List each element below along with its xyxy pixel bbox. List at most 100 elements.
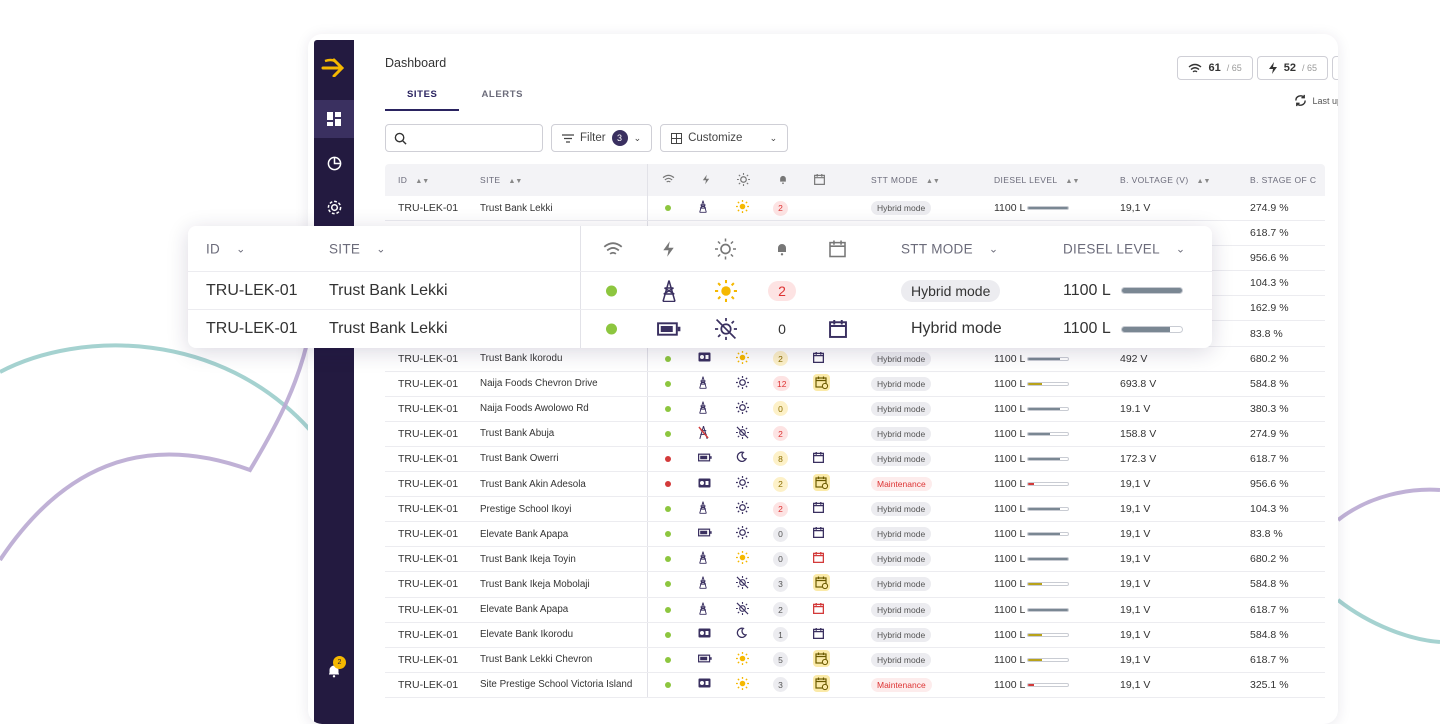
row-id: TRU-LEK-01 — [398, 553, 459, 566]
row-site[interactable]: Naija Foods Awolowo Rd — [480, 403, 589, 415]
table-row[interactable]: TRU-LEK-01 Trust Bank Ikeja Toyin 0 Hybrid … — [385, 547, 1325, 573]
battery-voltage: 172.3 V — [1120, 452, 1157, 465]
row-site[interactable]: Trust Bank Ikeja Toyin — [480, 553, 576, 565]
row-site[interactable]: Elevate Bank Ikorodu — [480, 629, 574, 641]
row-site[interactable]: Trust Bank Lekki — [480, 202, 553, 214]
more-stat[interactable] — [1332, 56, 1338, 80]
chevron-down-icon: ⌄ — [769, 132, 778, 143]
status-dot — [665, 353, 671, 365]
table-row[interactable]: TRU-LEK-01 Trust Bank Ikeja Mobolaji 3 Hybr… — [385, 572, 1325, 598]
calendar-alert-icon[interactable] — [812, 552, 825, 566]
table-row[interactable]: TRU-LEK-01 Trust Bank Lekki Chevron 5 Hybri… — [385, 647, 1325, 673]
search-field[interactable] — [385, 124, 543, 152]
battery-voltage: 19,1 V — [1120, 478, 1151, 491]
row-site[interactable]: Prestige School Ikoyi — [480, 503, 572, 515]
calendar-warning-icon[interactable] — [813, 474, 830, 494]
connectivity-stat[interactable]: 61 / 65 — [1177, 56, 1253, 80]
header-stt-mode[interactable]: STT MODE ▲▼ — [871, 175, 940, 185]
battery-voltage: 19,1 V — [1120, 578, 1151, 591]
calendar-icon — [814, 173, 825, 187]
tab-sites[interactable]: SITES — [385, 84, 460, 111]
sites-table: ID ▲▼ SITE ▲▼ STT MODE ▲▼ DIESEL LEVEL ▲▼ B.… — [385, 164, 1325, 698]
row-site[interactable]: Naija Foods Chevron Drive — [480, 378, 598, 390]
calendar-icon[interactable] — [812, 351, 825, 366]
alert-count: 2 — [773, 200, 788, 216]
alert-count: 2 — [773, 602, 788, 618]
power-stat[interactable]: 52 / 65 — [1256, 56, 1328, 80]
transmission-tower-icon — [698, 376, 708, 392]
chevron-down-icon: ⌄ — [1175, 243, 1186, 255]
header-id[interactable]: ID ▲▼ — [398, 175, 430, 185]
table-row[interactable]: TRU-LEK-01 Trust Bank Abuja 2 Hybrid mode 11… — [385, 421, 1325, 447]
header-diesel-level[interactable]: DIESEL LEVEL ▲▼ — [994, 175, 1080, 185]
calendar-warning-icon[interactable] — [813, 373, 830, 394]
row-site[interactable]: Trust Bank Lekki Chevron — [480, 654, 593, 666]
row-site[interactable]: Trust Bank Abuja — [480, 428, 555, 440]
logo-arrow-icon[interactable] — [314, 48, 354, 86]
table-row[interactable]: TRU-LEK-01 Naija Foods Awolowo Rd 0 Hybrid … — [385, 396, 1325, 422]
settings-icon[interactable] — [314, 188, 354, 226]
table-row[interactable]: TRU-LEK-01 Naija Foods Chevron Drive 12 Hyb… — [385, 371, 1325, 397]
notifications-bell-icon[interactable]: 2 — [314, 652, 354, 690]
table-row[interactable]: TRU-LEK-01 Elevate Bank Apapa 2 Hybrid mode… — [385, 597, 1325, 623]
bell-icon — [775, 241, 789, 257]
transmission-tower-icon — [698, 200, 708, 216]
table-row[interactable]: TRU-LEK-01 Trust Bank Owerri 8 Hybrid mode 1… — [385, 446, 1325, 473]
overlay-header-id[interactable]: ID ⌄ — [206, 241, 246, 256]
row-site[interactable]: Trust Bank Ikorodu — [480, 353, 563, 365]
moon-icon — [736, 627, 748, 642]
calendar-warning-icon[interactable] — [813, 674, 830, 695]
filter-button[interactable]: Filter 3 ⌄ — [551, 124, 653, 152]
row-site[interactable]: Trust Bank Ikeja Mobolaji — [480, 578, 590, 590]
customize-button[interactable]: Customize ⌄ — [660, 124, 789, 152]
mode-pill: Hybrid mode — [871, 451, 932, 466]
overlay-header-diesel[interactable]: DIESEL LEVEL ⌄ — [1063, 241, 1186, 256]
calendar-icon[interactable] — [812, 527, 825, 541]
mode-pill: Maintenance — [871, 477, 932, 492]
calendar-icon[interactable] — [812, 627, 825, 642]
row-site[interactable]: Elevate Bank Apapa — [480, 604, 569, 616]
alert-count: 12 — [773, 376, 791, 392]
tab-alerts[interactable]: ALERTS — [481, 89, 524, 100]
status-dot — [665, 478, 671, 490]
overlay-header-site[interactable]: SITE ⌄ — [329, 241, 386, 256]
refresh-icon[interactable] — [1294, 94, 1307, 107]
table-row[interactable]: TRU-LEK-01 Elevate Bank Ikorodu 1 Hybrid mo… — [385, 622, 1325, 648]
table-row[interactable]: TRU-LEK-01 Trust Bank Ikorodu 2 Hybrid mode… — [385, 346, 1325, 372]
header-battery-stage[interactable]: B. STAGE OF C — [1250, 175, 1317, 185]
row-site[interactable]: Trust Bank Owerri — [480, 453, 559, 465]
alert-count: 2 — [773, 426, 788, 442]
overlay-header-stt-mode[interactable]: STT MODE ⌄ — [901, 241, 999, 256]
overlay-row[interactable]: TRU-LEK-01 Trust Bank Lekki 0 Hybrid mod… — [188, 310, 1212, 348]
diesel-bar — [1027, 507, 1070, 512]
header-battery-voltage[interactable]: B. VOLTAGE (V) ▲▼ — [1120, 175, 1211, 185]
search-input[interactable] — [413, 130, 533, 146]
battery-icon — [697, 453, 712, 465]
diesel-level: 1100 L — [994, 453, 1070, 465]
calendar-alert-icon[interactable] — [812, 602, 825, 617]
status-dot — [665, 654, 671, 666]
table-row[interactable]: TRU-LEK-01 Elevate Bank Apapa 0 Hybrid mode… — [385, 522, 1325, 548]
header-site[interactable]: SITE ▲▼ — [480, 175, 523, 185]
row-id: TRU-LEK-01 — [398, 377, 459, 390]
status-dot — [665, 503, 671, 515]
calendar-icon — [829, 320, 847, 338]
calendar-icon[interactable] — [812, 502, 825, 516]
filter-label: Filter — [580, 132, 606, 144]
row-site[interactable]: Site Prestige School Victoria Island — [480, 679, 633, 691]
row-site[interactable]: Trust Bank Akin Adesola — [480, 478, 586, 490]
table-row[interactable]: TRU-LEK-01 Trust Bank Lekki 2 Hybrid mode 11… — [385, 196, 1325, 222]
battery-stage: 162.9 % — [1250, 302, 1289, 315]
calendar-icon[interactable] — [812, 451, 825, 466]
row-site[interactable]: Elevate Bank Apapa — [480, 528, 569, 540]
calendar-warning-icon[interactable] — [813, 574, 830, 594]
table-row[interactable]: TRU-LEK-01 Trust Bank Akin Adesola 2 Mainte… — [385, 472, 1325, 498]
overlay-row[interactable]: TRU-LEK-01 Trust Bank Lekki 2 Hybrid mod… — [188, 272, 1212, 310]
table-row[interactable]: TRU-LEK-01 Prestige School Ikoyi 2 Hybrid m… — [385, 497, 1325, 523]
pie-chart-icon[interactable] — [314, 144, 354, 182]
table-row[interactable]: TRU-LEK-01 Site Prestige School Victoria … — [385, 672, 1325, 698]
dashboard-icon[interactable] — [314, 100, 354, 138]
mode-pill: Hybrid mode — [871, 351, 932, 366]
calendar-warning-icon[interactable] — [813, 649, 830, 670]
stats-bar: 61 / 65 52 / 65 — [1177, 56, 1338, 80]
